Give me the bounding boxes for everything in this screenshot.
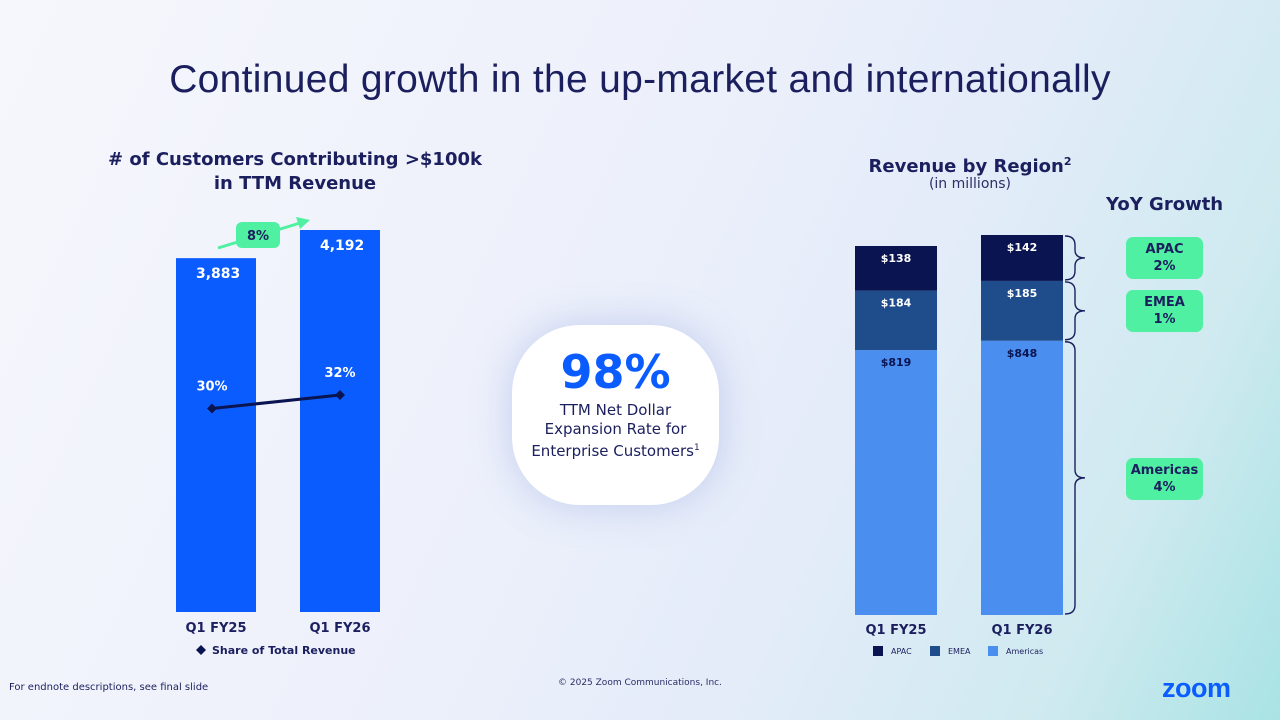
region-value-label: $184: [881, 297, 912, 310]
legend-swatch-emea: [930, 646, 940, 656]
nder-kpi-value: 98%: [560, 345, 671, 399]
yoy-growth-title: YoY Growth: [1106, 194, 1224, 215]
yoy-badge-emea-region: EMEA: [1144, 295, 1185, 310]
share-line: [211, 393, 341, 410]
customers-chart-title: # of Customers Contributing >$100k in TT…: [90, 148, 500, 196]
region-segment-apac: [855, 245, 937, 291]
region-segment-emea: [981, 280, 1063, 341]
region-value-label: $819: [881, 356, 912, 369]
customers-bar-chart: 3,883 4,192 8% 30% 32% Q1 FY25 Q1 FY26 S…: [176, 217, 380, 657]
slide-title: Continued growth in the up-market and in…: [169, 58, 1111, 101]
nder-kpi-label-line1: TTM Net Dollar: [559, 401, 672, 419]
region-value-label: $185: [1007, 287, 1038, 300]
zoom-logo: zoom: [1162, 673, 1231, 703]
nder-kpi-label-line2: Expansion Rate for: [544, 420, 687, 438]
region-chart-title-sup: 2: [1063, 155, 1072, 168]
customers-chart-title-line2: in TTM Revenue: [213, 173, 377, 194]
region-segment-americas: [855, 350, 937, 615]
yoy-badge-emea-growth: 1%: [1153, 312, 1176, 327]
yoy-badge-emea: EMEA 1%: [1126, 290, 1203, 332]
legend-item-emea: EMEA: [930, 646, 970, 656]
nder-kpi-label: TTM Net Dollar Expansion Rate for Enterp…: [512, 401, 719, 461]
region-value-label: $142: [1007, 241, 1038, 254]
region-value-label: $848: [1007, 347, 1038, 360]
copyright-text: © 2025 Zoom Communications, Inc.: [558, 678, 722, 688]
share-legend-label: Share of Total Revenue: [212, 644, 356, 657]
share-label: 30%: [196, 380, 227, 395]
brace-americas: [1064, 341, 1086, 615]
growth-arrow-head: [296, 217, 310, 229]
customers-chart-title-line1: # of Customers Contributing >$100k: [108, 149, 482, 170]
region-value-label: $138: [881, 252, 912, 265]
customers-bar-q1fy26: [300, 230, 380, 612]
region-segment-emea: [855, 290, 937, 351]
brace-apac: [1064, 235, 1086, 281]
growth-badge-label: 8%: [247, 229, 269, 244]
nder-kpi-label-line3-text: Enterprise Customers: [531, 442, 694, 460]
customers-value-label: 3,883: [196, 266, 240, 282]
legend-label-americas: Americas: [1006, 646, 1044, 656]
region-chart-title-text: Revenue by Region: [868, 156, 1064, 177]
customers-category-label: Q1 FY26: [309, 621, 370, 636]
customers-category-label: Q1 FY25: [185, 621, 246, 636]
legend-swatch-americas: [988, 646, 998, 656]
share-label: 32%: [324, 366, 355, 381]
legend-swatch-apac: [873, 646, 883, 656]
legend-item-apac: APAC: [873, 646, 912, 656]
yoy-badge-apac-growth: 2%: [1153, 259, 1176, 274]
yoy-badge-apac-region: APAC: [1145, 242, 1184, 257]
region-segment-americas: [981, 340, 1063, 615]
nder-kpi-card: 98% TTM Net Dollar Expansion Rate for En…: [512, 325, 719, 505]
region-category-label: Q1 FY26: [991, 623, 1052, 638]
region-category-label: Q1 FY25: [865, 623, 926, 638]
region-chart-title: Revenue by Region2: [840, 150, 1100, 179]
legend-label-apac: APAC: [891, 646, 912, 656]
customers-value-label: 4,192: [320, 238, 364, 254]
brace-emea: [1064, 281, 1086, 341]
legend-item-americas: Americas: [988, 646, 1043, 656]
customers-bar-q1fy25: [176, 258, 256, 612]
yoy-badge-apac: APAC 2%: [1126, 237, 1203, 279]
region-segment-apac: [981, 235, 1063, 281]
share-legend-marker: [196, 645, 206, 655]
nder-kpi-footnote-mark: 1: [693, 443, 700, 453]
legend-label-emea: EMEA: [948, 646, 971, 656]
growth-badge: [236, 222, 280, 248]
region-chart-subtitle: (in millions): [928, 176, 1012, 192]
yoy-badge-americas-region: Americas: [1130, 463, 1199, 478]
yoy-badge-americas: Americas 4%: [1126, 458, 1203, 500]
endnote-text: For endnote descriptions, see final slid…: [9, 682, 209, 693]
region-stacked-bar-chart: $819 $184 $138 $848 $185 $142 Q1 FY25 Q1 FY26: [855, 235, 1086, 638]
yoy-badge-americas-growth: 4%: [1153, 480, 1176, 495]
share-point: [207, 403, 217, 414]
share-point: [335, 390, 345, 400]
nder-kpi-label-line3: Enterprise Customers1: [512, 439, 719, 461]
